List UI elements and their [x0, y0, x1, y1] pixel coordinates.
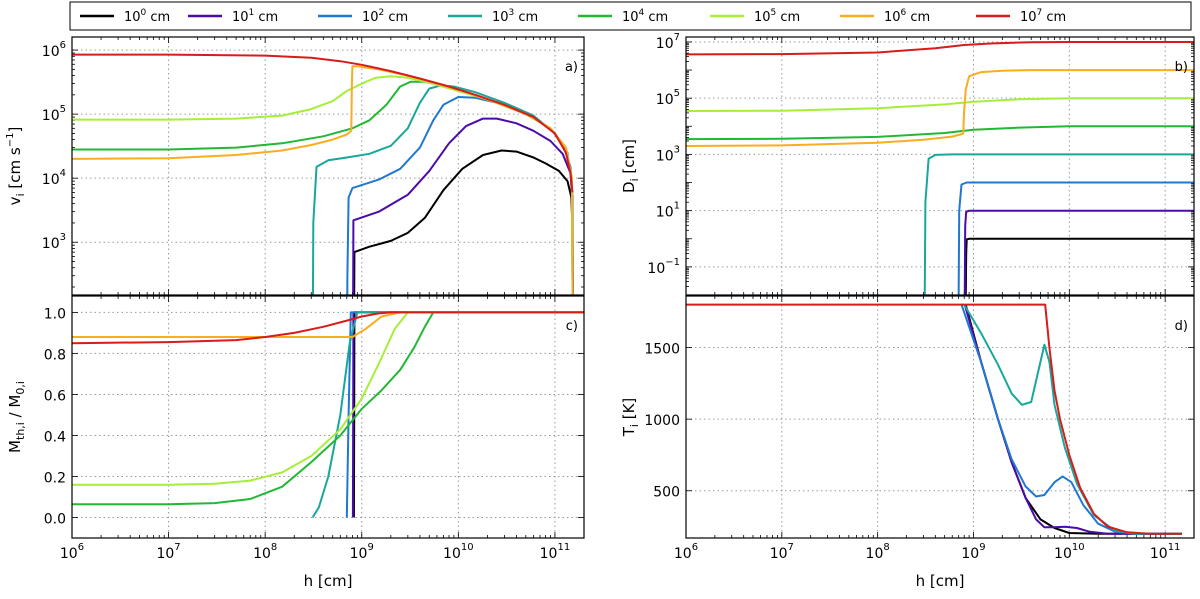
x-tick-label: 1010 — [443, 542, 474, 562]
series-line — [72, 311, 584, 506]
series-line — [72, 311, 584, 338]
x-tick-label: 106 — [674, 542, 698, 562]
legend-label: 100 cm — [124, 8, 170, 25]
series-line — [311, 311, 584, 519]
series-line — [72, 65, 574, 295]
y-tick-label: 0.6 — [44, 388, 66, 404]
series-line — [686, 41, 1194, 56]
legend-entry: 105 cm — [710, 8, 800, 25]
x-tick-label: 108 — [866, 542, 890, 562]
series-group — [686, 303, 1182, 535]
x-tick-label: 1010 — [1054, 542, 1085, 562]
series-line — [72, 311, 584, 345]
axes-frame — [71, 295, 585, 539]
y-tick-label: 105 — [42, 104, 66, 124]
series-line — [346, 96, 574, 295]
x-axis-label: h [cm] — [916, 572, 965, 590]
series-group — [72, 311, 584, 519]
x-axis-label: h [cm] — [304, 572, 353, 590]
legend-label: 105 cm — [754, 8, 800, 25]
series-line — [72, 311, 584, 486]
legend-label: 107 cm — [1020, 8, 1066, 25]
panel-d: 500 1000 1500 106 107 108 109 1010 1011 h [cm] Ti … — [620, 295, 1195, 590]
legend: 100 cm 101 cm 102 cm 103 cm 104 cm 105 cm 106 … — [69, 1, 1192, 31]
legend-label: 103 cm — [492, 8, 538, 25]
legend-entry: 107 cm — [976, 8, 1066, 25]
ticks — [71, 296, 585, 538]
axes-frame — [685, 36, 1195, 296]
y-tick-label: 500 — [653, 485, 680, 501]
legend-label: 106 cm — [884, 8, 930, 25]
x-tick-label: 108 — [253, 542, 277, 562]
y-axis-label: Ti [K] — [620, 398, 641, 438]
y-tick-label: 1000 — [644, 413, 680, 429]
legend-label: 102 cm — [362, 8, 408, 25]
legend-entry: 102 cm — [318, 8, 408, 25]
y-tick-label: 103 — [42, 232, 66, 252]
y-axis-label: Mth,i / M0,i — [6, 381, 27, 453]
panel-label: c) — [566, 319, 578, 334]
x-tick-label: 109 — [350, 542, 374, 562]
legend-label: 104 cm — [622, 8, 668, 25]
series-line — [352, 117, 574, 295]
y-axis-label: vi [cm s−1] — [5, 127, 27, 206]
y-tick-label: 103 — [656, 144, 680, 164]
y-tick-label: 0.2 — [44, 470, 66, 486]
x-tick-label: 109 — [961, 542, 985, 562]
series-line — [960, 304, 1182, 535]
series-line — [72, 53, 574, 193]
series-line — [923, 153, 1194, 295]
legend-label: 101 cm — [232, 8, 278, 25]
x-tick-label: 107 — [156, 542, 180, 562]
y-axis-label: Di [cm] — [620, 139, 641, 193]
y-tick-label: 1.0 — [44, 306, 66, 322]
legend-entry: 104 cm — [578, 8, 668, 25]
series-line — [353, 149, 574, 295]
series-line — [686, 69, 1194, 147]
ticks — [71, 37, 585, 295]
ticks — [685, 296, 1195, 538]
series-line — [686, 303, 1182, 535]
series-line — [686, 125, 1194, 141]
series-line — [345, 311, 584, 518]
y-tick-label: 10−1 — [647, 257, 680, 277]
panel-a: 103 104 105 106 vi [cm s−1] a) — [5, 36, 585, 296]
y-tick-label: 104 — [42, 168, 66, 188]
panel-label: b) — [1175, 60, 1188, 75]
series-line — [686, 97, 1194, 112]
y-tick-label: 0.4 — [44, 429, 66, 445]
panel-c: 0.0 0.2 0.4 0.6 0.8 1.0 106 107 108 109 1010 1011 h … — [6, 295, 585, 590]
x-tick-label: 1011 — [540, 542, 571, 562]
x-tick-label: 1011 — [1150, 542, 1181, 562]
panel-label: a) — [565, 60, 578, 75]
y-tick-label: 106 — [42, 40, 66, 60]
ticks — [685, 37, 1195, 296]
y-tick-label: 101 — [656, 201, 680, 221]
panel-b: 10−1 101 103 105 107 Di [cm] b) — [620, 32, 1195, 296]
series-group — [686, 41, 1194, 295]
legend-entry: 106 cm — [840, 8, 930, 25]
series-line — [964, 237, 1194, 295]
legend-entry: 103 cm — [448, 8, 538, 25]
x-tick-label: 106 — [60, 542, 84, 562]
legend-entry: 101 cm — [188, 8, 278, 25]
y-tick-label: 0.8 — [44, 347, 66, 363]
y-tick-label: 0.0 — [44, 511, 66, 527]
series-line — [957, 181, 1194, 295]
legend-entry: 100 cm — [80, 8, 170, 25]
axes-frame — [71, 36, 585, 296]
y-tick-label: 105 — [656, 88, 680, 108]
x-tick-label: 107 — [770, 542, 794, 562]
y-tick-label: 107 — [656, 32, 680, 52]
y-tick-label: 1500 — [644, 342, 680, 358]
panel-label: d) — [1175, 319, 1188, 334]
series-group — [72, 53, 574, 295]
axes-frame — [685, 295, 1195, 539]
series-line — [963, 209, 1194, 295]
